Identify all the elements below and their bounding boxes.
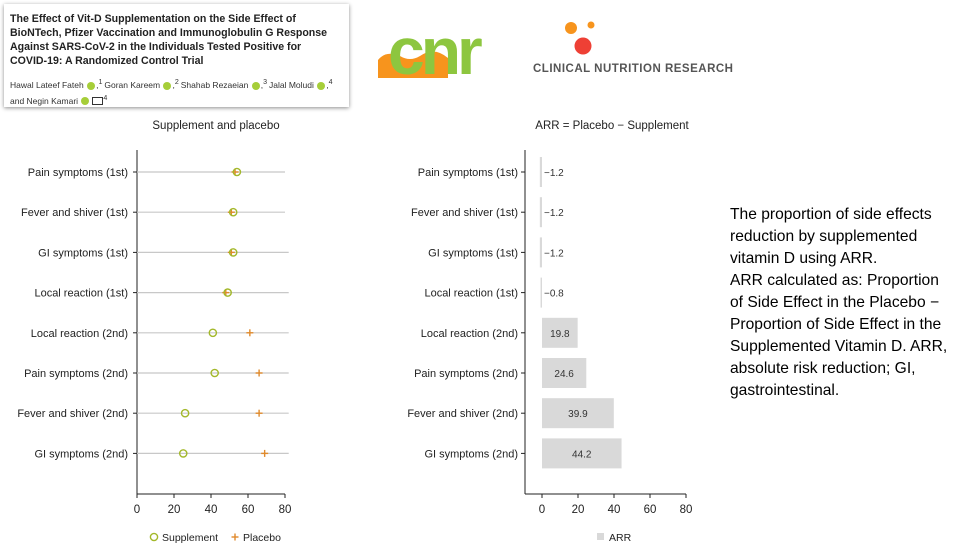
orcid-icon[interactable] bbox=[317, 81, 326, 90]
author-name[interactable]: Shahab Rezaeian bbox=[180, 79, 251, 90]
x-tick-label: 20 bbox=[168, 504, 181, 516]
bar-value-label: 39.9 bbox=[568, 409, 588, 420]
orcid-icon[interactable] bbox=[163, 81, 172, 90]
arr-bar bbox=[542, 398, 614, 429]
x-tick-label: 0 bbox=[539, 504, 545, 516]
y-tick-label: Fever and shiver (2nd) bbox=[17, 408, 128, 420]
bar-value-label: −0.8 bbox=[544, 289, 564, 300]
supplement-point bbox=[228, 207, 238, 217]
supplement-placebo-chart: Supplement and placebo Pain symptoms (1st… bbox=[17, 120, 291, 544]
bar-value-label: 24.6 bbox=[554, 369, 574, 380]
bar-value-label: 19.8 bbox=[550, 329, 570, 340]
y-tick-label: Pain symptoms (2nd) bbox=[24, 368, 128, 380]
y-tick-label: Pain symptoms (1st) bbox=[418, 167, 518, 179]
arr-chart: ARR = Placebo − Supplement Pain symptoms … bbox=[407, 120, 692, 544]
author-affiliation: 3 bbox=[263, 78, 269, 86]
orcid-icon[interactable] bbox=[87, 81, 96, 90]
legend-supplement-marker bbox=[149, 532, 159, 542]
x-tick-label: 40 bbox=[608, 504, 621, 516]
bar-value-label: 44.2 bbox=[572, 449, 592, 460]
cnr-logo: cnr bbox=[378, 14, 723, 88]
x-tick-label: 0 bbox=[134, 504, 140, 516]
supplement-point bbox=[228, 248, 238, 257]
x-tick-label: 80 bbox=[680, 504, 693, 516]
caption-line: ARR calculated as: Proportion of Side Ef… bbox=[730, 272, 948, 399]
supplement-point bbox=[178, 449, 188, 458]
legend-supplement-label: Supplement bbox=[162, 532, 218, 544]
placebo-point bbox=[246, 329, 254, 337]
legend-placebo-label: Placebo bbox=[243, 532, 281, 544]
author-separator: , bbox=[96, 79, 99, 90]
x-tick-label: 40 bbox=[205, 504, 218, 516]
author-name[interactable]: Hawal Lateef Fateh bbox=[10, 79, 87, 90]
author-separator: , bbox=[260, 79, 264, 90]
mail-icon[interactable] bbox=[92, 97, 104, 106]
supplement-point bbox=[223, 288, 232, 297]
author-separator: , bbox=[326, 79, 329, 90]
arr-bar bbox=[539, 237, 542, 268]
x-tick-label: 60 bbox=[242, 504, 255, 516]
arr-bar bbox=[539, 197, 542, 228]
y-tick-label: GI symptoms (2nd) bbox=[34, 448, 128, 460]
paper-title: The Effect of Vit-D Supplementation on t… bbox=[10, 13, 328, 67]
y-tick-label: Pain symptoms (1st) bbox=[28, 167, 128, 179]
placebo-point bbox=[261, 449, 269, 457]
paper-authors: Hawal Lateef Fateh ,1 Goran Kareem ,2 Sh… bbox=[10, 76, 346, 108]
chart-title: Supplement and placebo bbox=[152, 120, 279, 132]
author-name[interactable]: Negin Kamari bbox=[26, 95, 81, 106]
journal-name: CLINICAL NUTRITION RESEARCH bbox=[533, 63, 734, 75]
y-tick-label: Fever and shiver (1st) bbox=[21, 207, 128, 219]
arr-bar bbox=[540, 277, 542, 308]
author-separator: , bbox=[172, 79, 175, 90]
y-tick-label: Local reaction (2nd) bbox=[31, 328, 128, 340]
placebo-point bbox=[255, 369, 263, 377]
legend-arr-label: ARR bbox=[609, 532, 632, 544]
placebo-point bbox=[255, 409, 263, 417]
arr-bar bbox=[539, 157, 542, 187]
arr-bar bbox=[542, 438, 622, 469]
x-tick-label: 20 bbox=[572, 504, 585, 516]
paper-header-card: The Effect of Vit-D Supplementation on t… bbox=[4, 4, 349, 107]
supplement-point bbox=[208, 328, 218, 338]
author-name[interactable]: Goran Kareem bbox=[104, 79, 163, 90]
legend-placebo-marker bbox=[231, 533, 239, 541]
orcid-icon[interactable] bbox=[251, 81, 260, 90]
x-tick-label: 60 bbox=[644, 504, 657, 516]
author-conjunction: and bbox=[10, 95, 27, 106]
y-tick-label: Local reaction (2nd) bbox=[421, 328, 518, 340]
supplement-point bbox=[180, 408, 190, 418]
y-tick-label: Pain symptoms (2nd) bbox=[414, 368, 518, 380]
y-tick-label: Local reaction (1st) bbox=[424, 288, 518, 300]
x-tick-label: 80 bbox=[279, 504, 292, 516]
y-tick-label: Fever and shiver (1st) bbox=[411, 207, 518, 219]
author-affiliation: 1 bbox=[98, 78, 105, 86]
y-tick-label: GI symptoms (2nd) bbox=[424, 448, 518, 460]
chart-title: ARR = Placebo − Supplement bbox=[535, 120, 689, 132]
supplement-point bbox=[232, 167, 242, 177]
y-tick-label: GI symptoms (1st) bbox=[428, 247, 518, 259]
author-affiliation: 2 bbox=[174, 78, 181, 86]
bar-value-label: −1.2 bbox=[544, 168, 564, 179]
figure-caption: The proportion of side effects reduction… bbox=[730, 204, 955, 402]
supplement-point bbox=[210, 368, 219, 378]
author-affiliation: 4 bbox=[328, 78, 333, 86]
author-affiliation: 4 bbox=[103, 93, 108, 102]
svg-text:cnr: cnr bbox=[388, 16, 482, 82]
cnr-logo-mark: cnr bbox=[378, 14, 595, 88]
y-tick-label: Fever and shiver (2nd) bbox=[407, 408, 518, 420]
y-tick-label: Local reaction (1st) bbox=[34, 288, 128, 300]
legend-arr-marker bbox=[597, 533, 604, 540]
y-tick-label: GI symptoms (1st) bbox=[38, 247, 128, 259]
caption-line: The proportion of side effects reduction… bbox=[730, 206, 932, 267]
bar-value-label: −1.2 bbox=[544, 248, 564, 259]
arr-bar bbox=[542, 358, 587, 388]
bar-value-label: −1.2 bbox=[544, 208, 564, 219]
author-name[interactable]: Jalal Moludi bbox=[269, 79, 317, 90]
orcid-icon[interactable] bbox=[81, 97, 90, 106]
arr-bar bbox=[542, 317, 578, 348]
